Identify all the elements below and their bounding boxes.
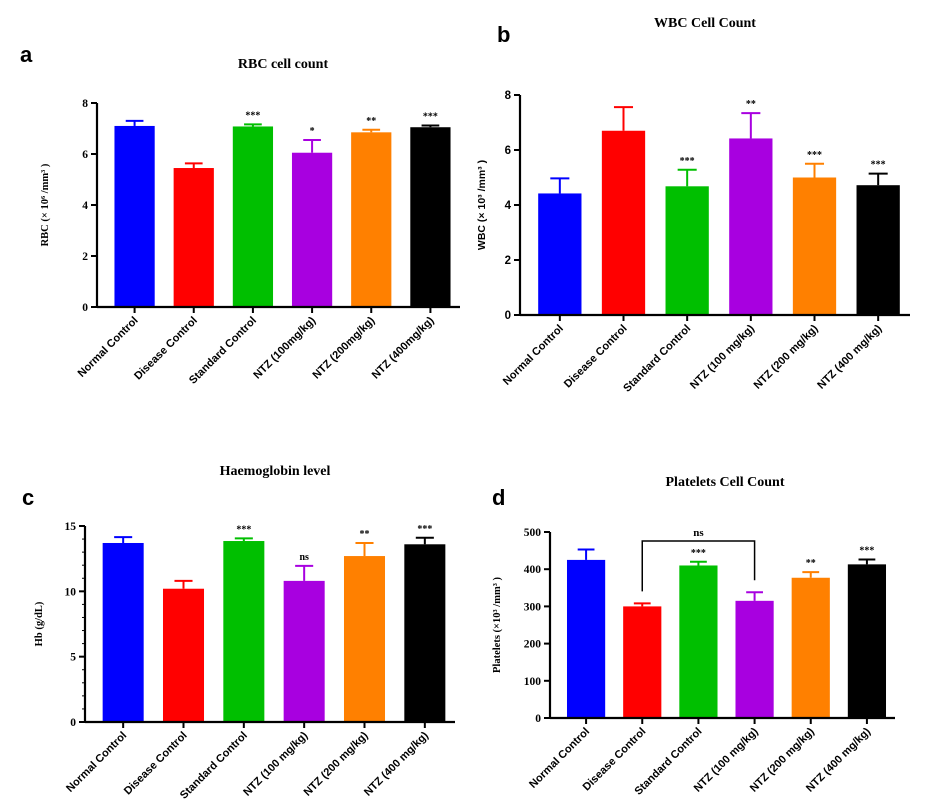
bar [623, 606, 662, 718]
bar [223, 541, 265, 722]
panel-letter: b [497, 22, 510, 47]
bar [283, 580, 325, 722]
bar [102, 542, 144, 722]
y-tick-label: 4 [82, 200, 88, 212]
bar [114, 125, 155, 307]
significance-label: ** [360, 529, 370, 540]
bar [538, 193, 582, 315]
significance-label: * [310, 126, 315, 137]
significance-label: *** [236, 524, 251, 535]
chart-title: WBC Cell Count [654, 16, 756, 31]
x-tick-label: Normal Control [76, 315, 141, 380]
panel-d: d Platelets Cell Count Platelets (×10³ /mm… [492, 475, 895, 798]
y-tick-label: 2 [82, 251, 88, 263]
bar [601, 130, 646, 315]
y-tick-label: 8 [82, 98, 88, 110]
x-tick-label: Disease Control [132, 315, 200, 383]
significance-label: *** [423, 111, 438, 122]
significance-label: *** [691, 548, 706, 559]
y-axis-label: RBC (× 10⁶ /mm³ ) [40, 163, 51, 246]
x-tick-label: Normal Control [501, 323, 566, 388]
chart-title: Platelets Cell Count [666, 475, 785, 490]
significance-label: ** [746, 99, 756, 110]
x-tick-label: Standard Control [178, 730, 250, 802]
x-tick-label: Normal Control [527, 726, 592, 791]
panel-a: a RBC cell count RBC (× 10⁶ /mm³ ) Normal C… [20, 42, 460, 387]
significance-label: *** [245, 110, 260, 121]
bar [232, 126, 274, 308]
bar [679, 565, 718, 718]
bar [791, 577, 830, 718]
y-tick-label: 6 [505, 145, 511, 157]
y-tick-label: 5 [70, 652, 76, 664]
significance-label: *** [417, 524, 432, 535]
bar [847, 564, 887, 718]
significance-label: ** [366, 116, 376, 127]
y-tick-label: 0 [505, 310, 511, 322]
x-tick-label: NTZ (200mg/kg) [311, 314, 378, 381]
y-tick-label: 100 [524, 676, 542, 688]
y-tick-label: 10 [65, 586, 77, 598]
y-tick-label: 500 [524, 527, 542, 539]
panel-letter: d [492, 485, 505, 510]
bar [665, 186, 709, 315]
x-tick-label: Disease Control [562, 323, 630, 391]
bar [566, 559, 606, 718]
bracket-label: ns [693, 527, 704, 539]
x-tick-label: NTZ (400 mg/kg) [362, 729, 431, 798]
x-tick-label: Disease Control [122, 730, 190, 798]
y-tick-label: 0 [82, 302, 88, 314]
significance-bracket [641, 540, 756, 592]
bar [291, 152, 333, 307]
y-tick-label: 0 [70, 717, 76, 729]
y-axis-label: Hb (g/dL) [34, 601, 45, 646]
bar [162, 588, 205, 722]
panel-letter: c [22, 485, 34, 510]
bar [173, 168, 214, 307]
y-tick-label: 400 [524, 564, 542, 576]
bar [343, 556, 386, 722]
significance-label: ** [806, 558, 816, 569]
chart-title: Haemoglobin level [220, 464, 331, 479]
significance-label: *** [871, 160, 886, 171]
y-tick-label: 15 [65, 521, 77, 533]
bar [792, 177, 837, 315]
y-tick-label: 6 [82, 149, 88, 161]
x-tick-label: NTZ (200 mg/kg) [752, 322, 821, 391]
bar [410, 127, 451, 307]
y-tick-label: 8 [505, 90, 512, 102]
panel-b: b WBC Cell Count WBC (× 10³ /mm³ ) Normal C… [476, 16, 910, 395]
bar [404, 544, 446, 722]
x-tick-label: NTZ (400mg/kg) [370, 314, 437, 381]
y-tick-label: 300 [524, 601, 542, 613]
chart-title: RBC cell count [238, 57, 329, 72]
y-axis-label: Platelets (×10³ /mm³ ) [492, 577, 503, 673]
bar [351, 132, 392, 307]
bar [735, 600, 774, 718]
y-tick-label: 4 [505, 200, 512, 212]
bar [729, 138, 773, 315]
x-tick-label: NTZ (100 mg/kg) [688, 322, 757, 391]
bar [856, 185, 900, 315]
x-tick-label: Standard Control [187, 315, 259, 387]
significance-label: *** [680, 156, 695, 167]
significance-label: *** [807, 150, 822, 161]
y-axis-label: WBC (× 10³ /mm³ ) [476, 160, 488, 250]
x-tick-label: NTZ (200 mg/kg) [302, 729, 371, 798]
y-tick-label: 200 [524, 639, 542, 651]
x-tick-label: NTZ (400 mg/kg) [815, 322, 884, 391]
x-tick-label: NTZ (100mg/kg) [251, 314, 318, 381]
panel-c: c Haemoglobin level Hb (g/dL) Normal Contro… [22, 464, 455, 802]
significance-label: *** [859, 546, 874, 557]
x-tick-label: NTZ (100 mg/kg) [241, 729, 310, 798]
y-tick-label: 0 [535, 713, 541, 725]
x-tick-label: Standard Control [621, 323, 693, 395]
y-tick-label: 2 [505, 255, 511, 267]
x-tick-label: Normal Control [64, 730, 129, 795]
panel-letter: a [20, 42, 33, 67]
significance-label: ns [299, 552, 309, 563]
